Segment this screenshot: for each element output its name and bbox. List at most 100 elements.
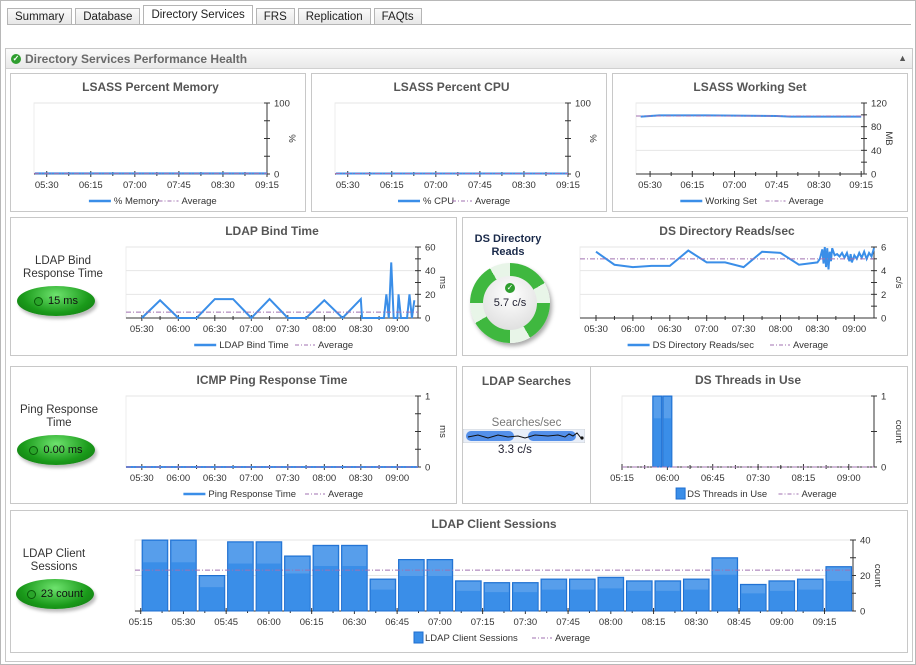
x-tick-label: 09:00 [837,473,861,484]
bar-highlight [684,580,709,590]
searches-sparkline[interactable] [463,429,585,443]
bar-highlight [627,581,652,591]
ldap-bind-value: 15 ms [48,295,78,307]
x-tick-label: 07:30 [513,617,537,628]
x-tick-label: 09:00 [385,324,409,335]
tab-faqts[interactable]: FAQts [373,8,422,25]
x-tick-label: 06:00 [166,473,190,484]
x-tick-label: 09:00 [385,473,409,484]
bar [398,559,425,612]
legend-average-label: Average [789,196,824,207]
bar [540,578,568,612]
lsass-working-set-chart: LSASS Working Set 0 40 80 120 MB 05:30 06:15 07:… [635,80,894,207]
ping-indicator[interactable]: 0.00 ms [17,435,95,465]
bar-highlight [200,576,224,588]
tab-frs[interactable]: FRS [255,8,295,25]
ldap-searches-card: LDAP Searches Searches/sec 3.3 c/s [462,366,591,504]
legend-average-label: Average [555,633,590,644]
client-sessions-indicator[interactable]: 23 count [16,579,94,609]
tab-divider [7,24,911,25]
ds-reads-gauge[interactable]: ✓ 5.7 c/s [470,263,550,343]
bar-highlight [314,546,338,567]
x-tick-label: 07:30 [276,473,300,484]
y-axis-label: count [893,420,904,444]
x-tick-label: 06:15 [380,180,404,191]
y-tick-label: 0 [425,314,430,325]
lsass-memory-chart: LSASS Percent Memory 0 100% 05:30 06:15 07:00… [33,80,297,207]
bar [654,580,682,612]
x-tick-label: 07:45 [167,180,191,191]
x-tick-label: 05:30 [638,180,662,191]
x-tick-label: 08:30 [211,180,235,191]
y-tick-label: 120 [871,99,887,110]
bar-highlight [371,580,395,590]
tab-replication[interactable]: Replication [297,8,371,25]
y-tick-label: 6 [881,243,886,254]
bar [662,395,673,468]
x-tick-label: 07:45 [556,617,580,628]
chart-title: LSASS Percent CPU [393,80,509,94]
ds-reads-value: 5.7 c/s [493,297,527,309]
bar [512,582,539,612]
bar-highlight [513,583,538,593]
bar-highlight [769,581,794,591]
legend-series-label: Working Set [705,196,757,207]
x-tick-label: 05:15 [129,617,153,628]
legend-series-label: DS Directory Reads/sec [653,340,755,351]
bar-highlight [570,580,595,590]
x-tick-label: 05:45 [214,617,238,628]
y-tick-label: 40 [860,536,871,547]
bar-highlight [826,567,851,581]
bar-highlight [485,583,509,593]
panel-header[interactable]: ✓ Directory Services Performance Health … [6,49,912,69]
bar-highlight [542,580,566,590]
y-tick-label: 20 [425,290,436,301]
bar [170,539,197,612]
x-tick-label: 08:30 [349,473,373,484]
bar [796,578,824,612]
bar-highlight [655,581,680,591]
bar-highlight [663,397,671,419]
tab-directory-services[interactable]: Directory Services [143,5,253,25]
lsass-cpu-card: LSASS Percent CPU 0 100% 05:30 06:15 07:00 07:… [311,73,607,212]
y-axis-label: % [587,134,598,143]
y-axis-label: MB [883,131,894,145]
bar-highlight [428,560,452,576]
y-tick-label: 40 [425,266,436,277]
check-circle-icon: ✓ [11,53,21,64]
chart-title: DS Directory Reads/sec [659,224,795,238]
check-circle-icon: ✓ [505,283,515,293]
plot-area [635,102,865,175]
x-tick-label: 05:30 [130,324,154,335]
y-axis-label: c/s [893,276,904,288]
bar [141,539,169,612]
bar-highlight [171,541,196,563]
y-tick-label: 100 [274,99,290,110]
collapse-icon[interactable]: ▲ [898,53,907,63]
x-tick-label: 08:45 [727,617,751,628]
panel-title: Directory Services Performance Health [25,51,248,66]
x-tick-label: 08:15 [792,473,816,484]
legend-series-label: % CPU [423,196,454,207]
x-tick-label: 06:15 [79,180,103,191]
legend-series-label: LDAP Client Sessions [425,633,518,644]
ldap-bind-label: LDAP Bind Response Time [23,255,103,280]
ldap-bind-indicator[interactable]: 15 ms [17,286,95,316]
x-tick-label: 06:00 [621,324,645,335]
x-tick-label: 07:00 [695,324,719,335]
x-tick-label: 07:00 [723,180,747,191]
y-tick-label: 0 [274,170,279,181]
chart-title: DS Threads in Use [695,373,801,387]
bar-highlight [741,585,766,594]
y-tick-label: 40 [871,146,882,157]
tab-database[interactable]: Database [75,8,141,25]
x-tick-label: 06:00 [257,617,281,628]
chart-title: LDAP Bind Time [225,224,319,238]
bar [569,578,596,612]
tab-summary[interactable]: Summary [7,8,73,25]
bar-highlight [798,580,823,590]
bar [768,580,796,612]
searches-value: 3.3 c/s [498,444,532,456]
bar [682,578,710,612]
ldap-client-sessions-card: LDAP Client Sessions 23 count LDAP Clien… [10,510,908,653]
